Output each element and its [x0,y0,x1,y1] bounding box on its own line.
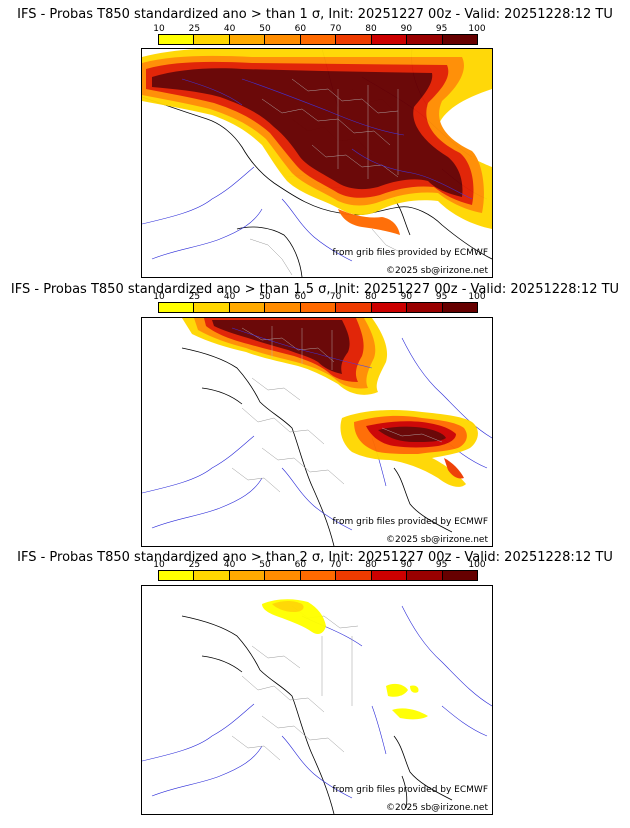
colorbar-tick-label: 50 [259,24,271,34]
colorbar-tick-label: 100 [468,292,486,302]
panel-title: IFS - Probas T850 standardized ano > tha… [17,550,613,565]
source-credit: from grib files provided by ECMWF [332,248,488,258]
colorbar-segment [159,571,195,580]
colorbar-tick-label: 25 [188,24,201,34]
colorbar-segment [407,35,443,44]
colorbar-tick-label: 60 [294,292,307,302]
colorbar-tick-label: 60 [294,24,307,34]
colorbar-segment [371,303,408,312]
copyright: ©2025 sb@irizone.net [386,266,488,276]
copyright: ©2025 sb@irizone.net [386,803,488,813]
map-panel-3: IFS - Probas T850 standardized ano > tha… [0,546,630,828]
colorbar-tick-label: 10 [153,292,165,302]
map-frame: from grib files provided by ECMWF ©2025 … [141,48,493,278]
colorbar-segment [336,303,372,312]
colorbar-tick-label: 80 [365,292,377,302]
map-frame: from grib files provided by ECMWF ©2025 … [141,317,493,547]
colorbar-tick-label: 95 [435,24,448,34]
colorbar-segment [229,35,266,44]
colorbar-tick-label: 50 [259,560,271,570]
colorbar-segment [265,571,301,580]
colorbar-tick-label: 40 [223,560,236,570]
colorbar-segment [265,35,301,44]
colorbar-ticks: 10 25 40 50 60 70 80 90 95 100 [153,560,485,571]
map-panel-2: IFS - Probas T850 standardized ano > tha… [0,278,630,547]
colorbar-segment [229,571,266,580]
colorbar-tick-label: 10 [153,560,165,570]
colorbar-segment [159,303,195,312]
colorbar-ticks: 10 25 40 50 60 70 80 90 95 100 [153,292,485,303]
colorbar-segment [229,303,266,312]
source-credit: from grib files provided by ECMWF [332,785,488,795]
colorbar-tick-label: 90 [400,292,413,302]
colorbar-tick-label: 80 [365,24,377,34]
colorbar [158,302,478,313]
colorbar-tick-label: 40 [223,292,236,302]
colorbar-ticks: 10 25 40 50 60 70 80 90 95 100 [153,24,485,35]
colorbar-segment [407,303,443,312]
colorbar-segment [371,35,408,44]
colorbar-tick-label: 100 [468,560,486,570]
colorbar-tick-label: 70 [329,24,342,34]
colorbar-tick-label: 90 [400,560,413,570]
colorbar-segment [300,35,337,44]
colorbar-segment [442,35,477,44]
colorbar-segment [265,303,301,312]
colorbar-tick-label: 95 [435,292,448,302]
colorbar-segment [194,35,230,44]
colorbar-segment [371,571,408,580]
map-panel-1: IFS - Probas T850 standardized ano > tha… [0,0,630,278]
colorbar-segment [159,35,195,44]
colorbar-tick-label: 60 [294,560,307,570]
colorbar-tick-label: 90 [400,24,413,34]
colorbar-segment [194,571,230,580]
copyright: ©2025 sb@irizone.net [386,535,488,545]
colorbar-tick-label: 80 [365,560,377,570]
colorbar-segment [194,303,230,312]
panel-title: IFS - Probas T850 standardized ano > tha… [17,7,613,22]
colorbar-segment [336,35,372,44]
colorbar-tick-label: 50 [259,292,271,302]
colorbar [158,570,478,581]
colorbar-tick-label: 100 [468,24,486,34]
colorbar-tick-label: 70 [329,560,342,570]
colorbar-tick-label: 40 [223,24,236,34]
colorbar-tick-label: 95 [435,560,448,570]
colorbar-segment [300,303,337,312]
colorbar-tick-label: 10 [153,24,165,34]
colorbar-segment [336,571,372,580]
colorbar-segment [442,303,477,312]
colorbar-segment [442,571,477,580]
colorbar-segment [407,571,443,580]
colorbar-tick-label: 25 [188,560,201,570]
map-frame: from grib files provided by ECMWF ©2025 … [141,585,493,815]
colorbar [158,34,478,45]
colorbar-segment [300,571,337,580]
source-credit: from grib files provided by ECMWF [332,517,488,527]
colorbar-tick-label: 25 [188,292,201,302]
panel-title: IFS - Probas T850 standardized ano > tha… [10,282,620,297]
colorbar-tick-label: 70 [329,292,342,302]
